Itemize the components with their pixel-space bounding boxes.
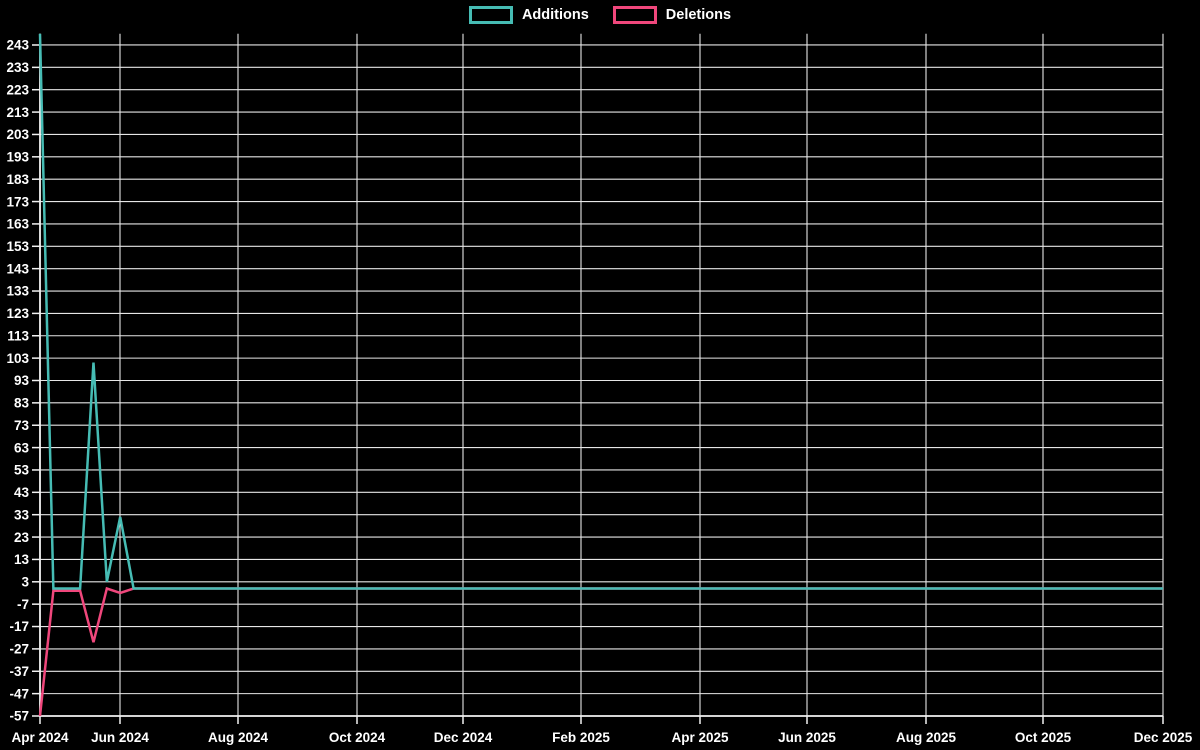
axes [39,33,1163,717]
y-tick-label: -47 [9,686,29,701]
y-tick-label: 123 [6,306,29,321]
y-tick-label: 113 [7,328,29,343]
y-tick-label: 73 [14,418,30,433]
y-tick-label: -37 [9,664,29,679]
y-tick-label: -7 [17,597,29,612]
x-tick-label: Dec 2024 [434,730,493,745]
y-tick-label: -57 [9,709,29,724]
y-tick-label: 143 [6,261,29,276]
y-tick-labels: 2432332232132031931831731631531431331231… [6,38,29,724]
y-tick-label: 13 [14,552,30,567]
y-tick-label: 203 [6,127,29,142]
y-tick-label: 153 [6,239,29,254]
tick-marks [32,44,1164,724]
y-tick-label: 163 [6,217,29,232]
y-tick-label: 243 [6,38,29,53]
x-tick-label: Jun 2025 [778,730,836,745]
y-tick-label: 223 [6,82,29,97]
y-tick-label: -17 [9,619,29,634]
y-tick-label: 83 [14,396,30,411]
y-tick-label: 53 [14,463,30,478]
y-tick-label: 213 [6,105,29,120]
gridlines [39,33,1164,717]
y-tick-label: 23 [14,530,30,545]
legend-label-deletions: Deletions [665,6,732,23]
x-tick-label: Oct 2024 [329,730,386,745]
y-tick-label: 3 [21,574,29,589]
y-tick-label: 103 [6,351,29,366]
y-tick-label: 43 [14,485,30,500]
x-tick-labels: Apr 2024 Jun 2024 Aug 2024 Oct 2024 Dec 2024… [11,730,1192,745]
y-tick-label: -27 [9,642,29,657]
y-tick-label: 173 [6,194,29,209]
legend-label-additions: Additions [521,6,589,23]
x-tick-label: Apr 2024 [11,730,69,745]
additions-line[interactable] [38,33,1163,590]
y-tick-label: 183 [6,172,29,187]
chart-legend: Additions Deletions [0,6,1200,24]
x-tick-label: Jun 2024 [91,730,149,745]
deletions-swatch-icon [612,6,657,24]
y-tick-label: 63 [14,440,30,455]
y-tick-label: 193 [6,150,29,165]
deletions-line[interactable] [38,586,1163,717]
x-tick-label: Dec 2025 [1134,730,1193,745]
x-tick-label: Aug 2024 [208,730,269,745]
y-tick-label: 233 [6,60,29,75]
x-tick-label: Apr 2025 [671,730,729,745]
legend-item-additions[interactable]: Additions [468,6,589,24]
y-tick-label: 33 [14,507,30,522]
y-tick-label: 93 [14,373,30,388]
x-tick-label: Oct 2025 [1015,730,1072,745]
x-tick-label: Aug 2025 [896,730,957,745]
x-tick-label: Feb 2025 [552,730,610,745]
additions-swatch-icon [468,6,513,24]
legend-item-deletions[interactable]: Deletions [612,6,732,24]
y-tick-label: 133 [6,284,29,299]
